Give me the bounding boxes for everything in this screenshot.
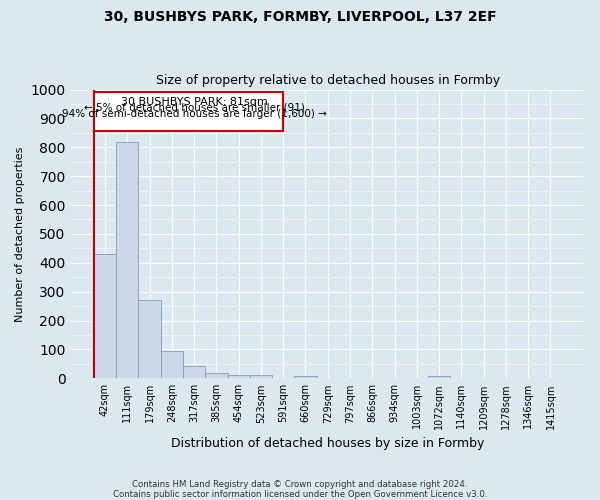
- Text: 94% of semi-detached houses are larger (1,600) →: 94% of semi-detached houses are larger (…: [62, 109, 326, 119]
- X-axis label: Distribution of detached houses by size in Formby: Distribution of detached houses by size …: [171, 437, 484, 450]
- Text: Contains HM Land Registry data © Crown copyright and database right 2024.: Contains HM Land Registry data © Crown c…: [132, 480, 468, 489]
- Bar: [428, 376, 450, 378]
- Bar: [205, 372, 227, 378]
- Bar: [139, 300, 161, 378]
- Bar: [295, 376, 317, 378]
- Bar: [161, 351, 183, 378]
- Bar: [116, 142, 139, 378]
- Title: Size of property relative to detached houses in Formby: Size of property relative to detached ho…: [156, 74, 500, 87]
- Y-axis label: Number of detached properties: Number of detached properties: [15, 146, 25, 322]
- Text: ← 5% of detached houses are smaller (91): ← 5% of detached houses are smaller (91): [84, 102, 305, 113]
- Bar: [227, 375, 250, 378]
- Bar: [94, 254, 116, 378]
- Text: 30 BUSHBYS PARK: 81sqm: 30 BUSHBYS PARK: 81sqm: [121, 97, 268, 107]
- Bar: [250, 376, 272, 378]
- Text: 30, BUSHBYS PARK, FORMBY, LIVERPOOL, L37 2EF: 30, BUSHBYS PARK, FORMBY, LIVERPOOL, L37…: [104, 10, 496, 24]
- Bar: [183, 366, 205, 378]
- FancyBboxPatch shape: [94, 92, 283, 132]
- Text: Contains public sector information licensed under the Open Government Licence v3: Contains public sector information licen…: [113, 490, 487, 499]
